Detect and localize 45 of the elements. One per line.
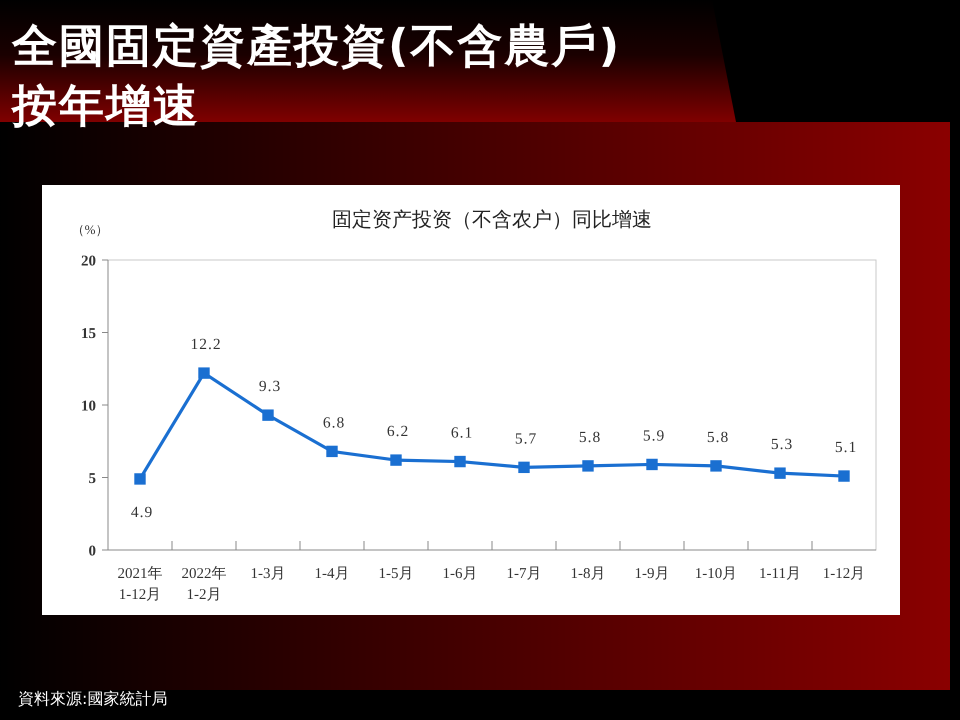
data-label: 5.8 (578, 428, 602, 446)
x-tick-label: 1-6月 (442, 566, 478, 582)
point (454, 456, 466, 468)
x-tick-label: 1-10月 (694, 566, 738, 582)
x-tick-label: 1-8月 (570, 566, 606, 582)
point (646, 458, 658, 470)
x-tick-label: 1-3月 (250, 566, 286, 582)
x-tick-label: 1-5月 (378, 566, 414, 582)
point (390, 454, 402, 466)
y-tick-label: 5 (88, 470, 96, 487)
data-label: 6.8 (322, 414, 346, 432)
data-label: 9.3 (258, 378, 282, 396)
x-tick-label: 2022年 1-2月 (182, 565, 226, 603)
x-tick-label: 1-12月 (822, 566, 866, 582)
data-label: 4.9 (130, 504, 154, 521)
chart-title: 全國固定資產投資(不含農戶) 按年增速 (10, 19, 622, 132)
y-axis-title: （%） (72, 222, 108, 237)
data-label: 6.2 (386, 423, 410, 440)
data-label: 5.9 (642, 427, 666, 444)
point (838, 470, 850, 482)
point (326, 446, 338, 458)
point (198, 367, 210, 379)
data-label: 5.7 (514, 430, 538, 448)
y-tick-label: 15 (81, 326, 96, 342)
chart-subtitle: 固定资产投资（不含农户）同比增速 (332, 207, 652, 231)
point (582, 460, 594, 472)
y-tick-label: 0 (88, 543, 96, 560)
data-label: 5.1 (834, 439, 858, 456)
y-tick-label: 10 (81, 398, 96, 414)
data-label: 12.2 (190, 336, 222, 354)
x-tick-label: 1-9月 (634, 566, 670, 582)
point (134, 473, 146, 485)
point (262, 409, 274, 421)
data-label: 5.8 (706, 428, 730, 446)
x-tick-label: 1-4月 (314, 566, 350, 582)
point (518, 462, 530, 474)
data-label: 6.1 (450, 424, 474, 442)
x-tick-label: 1-11月 (759, 566, 801, 582)
y-tick-label: 20 (81, 253, 96, 270)
x-tick-label: 2021年 1-12月 (118, 565, 162, 603)
source-note: 資料來源:國家統計局 (18, 689, 168, 708)
point (710, 460, 722, 472)
data-label: 5.3 (770, 436, 794, 454)
point (774, 467, 786, 479)
x-tick-label: 1-7月 (506, 566, 542, 582)
